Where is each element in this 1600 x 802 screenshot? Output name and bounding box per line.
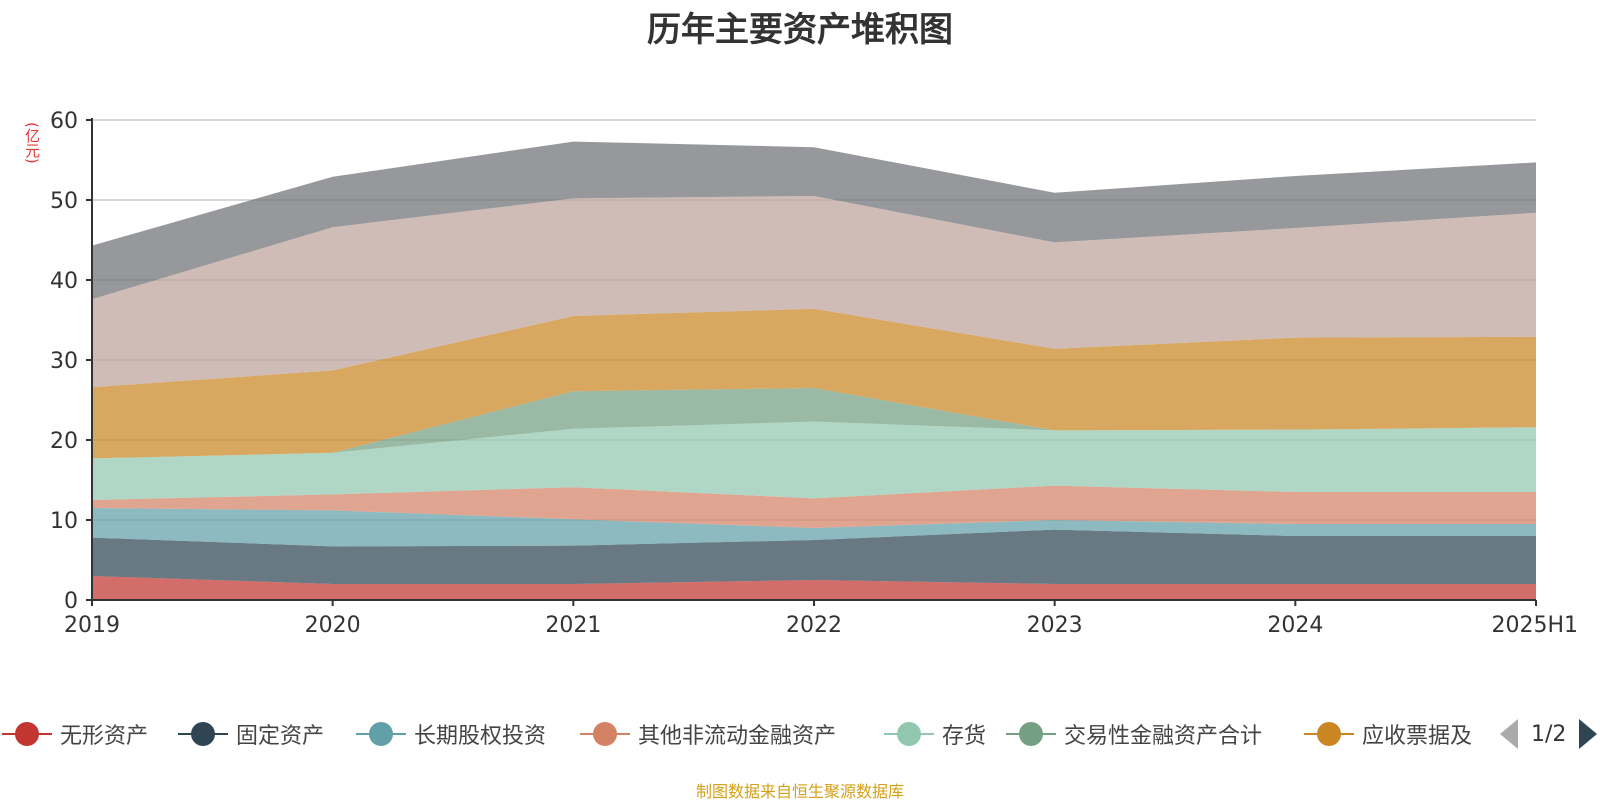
- legend-item[interactable]: 存货: [884, 716, 986, 752]
- legend-pager: 1/2: [1500, 716, 1598, 752]
- y-tick-label: 10: [50, 509, 78, 534]
- legend-label: 应收票据及: [1362, 724, 1473, 749]
- area-series-6: [92, 308, 1536, 459]
- x-tick-label: 2025H1: [1491, 613, 1578, 638]
- legend-marker-icon: [2, 716, 52, 752]
- y-axis-unit: (亿元): [23, 122, 41, 164]
- legend-item[interactable]: 无形资产: [2, 716, 148, 752]
- y-tick-label: 30: [50, 349, 78, 374]
- legend-label: 无形资产: [60, 724, 149, 749]
- legend-item[interactable]: 长期股权投资: [356, 716, 546, 752]
- x-tick-label: 2019: [64, 613, 120, 638]
- area-series-1: [92, 529, 1536, 584]
- legend-marker-icon: [356, 716, 406, 752]
- x-tick-label: 2024: [1267, 613, 1323, 638]
- legend-marker-icon: [884, 716, 934, 752]
- legend-label: 其他非流动金融资产: [638, 724, 837, 749]
- y-tick-label: 0: [64, 589, 78, 614]
- area-series-4: [92, 421, 1536, 500]
- x-tick-label: 2021: [545, 613, 601, 638]
- axis-layer: 0 10 20 30 40 50 60 2019 2020 2021 2022 2023 2024 202…: [50, 109, 1578, 638]
- legend: 无形资产 固定资产 长期股权投资 其他非流动金融资产 存货 交易性金融资产合计 应收票据及 …: [0, 716, 1600, 752]
- source-note: 制图数据来自恒生聚源数据库: [695, 782, 904, 801]
- legend-label: 长期股权投资: [414, 724, 547, 749]
- area-series-7: [92, 196, 1536, 388]
- y-tick-label: 60: [50, 109, 78, 134]
- legend-item[interactable]: 应收票据及: [1304, 716, 1472, 752]
- legend-label: 交易性金融资产合计: [1064, 724, 1263, 749]
- legend-page-indicator: 1/2: [1531, 721, 1567, 747]
- legend-marker-icon: [1304, 716, 1354, 752]
- legend-label: 存货: [942, 724, 987, 749]
- legend-marker-icon: [1006, 716, 1056, 752]
- area-series-0: [92, 576, 1536, 600]
- legend-prev-arrow-icon[interactable]: [1500, 719, 1518, 749]
- legend-marker-icon: [580, 716, 630, 752]
- x-tick-label: 2022: [786, 613, 842, 638]
- y-tick-label: 20: [50, 429, 78, 454]
- area-layer: [92, 141, 1536, 600]
- x-tick-label: 2023: [1027, 613, 1083, 638]
- chart-title: 历年主要资产堆积图: [647, 10, 953, 50]
- area-series-3: [92, 485, 1536, 528]
- y-tick-label: 40: [50, 269, 78, 294]
- area-series-5: [92, 388, 1536, 459]
- legend-marker-icon: [178, 716, 228, 752]
- legend-label: 固定资产: [236, 724, 325, 749]
- y-tick-label: 50: [50, 189, 78, 214]
- legend-next-arrow-icon[interactable]: [1579, 719, 1598, 749]
- area-series-8: [92, 141, 1536, 300]
- area-series-2: [92, 508, 1536, 547]
- legend-item[interactable]: 交易性金融资产合计: [1006, 716, 1262, 752]
- legend-item[interactable]: 固定资产: [178, 716, 324, 752]
- legend-item[interactable]: 其他非流动金融资产: [580, 716, 836, 752]
- x-tick-label: 2020: [305, 613, 361, 638]
